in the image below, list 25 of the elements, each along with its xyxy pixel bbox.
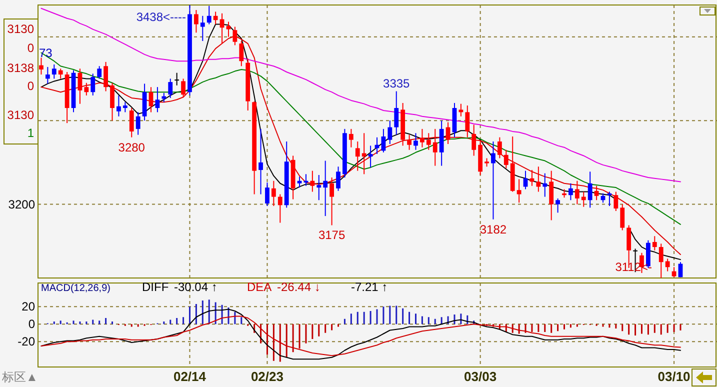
annotation: 3438<---- — [136, 10, 186, 24]
ref-line-label: 3200 — [8, 197, 36, 212]
annotation: 3182 — [480, 222, 507, 236]
text: 3138 — [7, 61, 34, 75]
annotation: -7.21 ↑ — [351, 280, 388, 294]
text: 3130 — [7, 22, 34, 36]
annotation: 3280 — [118, 140, 146, 154]
text: 3130 — [7, 108, 34, 122]
text: 标区▲ — [1, 370, 38, 384]
text: 1 — [27, 126, 34, 140]
series-label: DEA — [247, 280, 272, 294]
annotation: -30.04 ↑ — [174, 280, 218, 294]
x-tick-label: 03/03 — [464, 369, 497, 384]
x-tick-label: 02/14 — [173, 369, 207, 384]
y-tick-label: 20 — [22, 300, 36, 314]
annotation: -26.44 ↓ — [277, 280, 320, 294]
annotation: MACD(12,26,9) — [41, 283, 110, 294]
x-tick-label: 02/23 — [250, 369, 284, 384]
text: DIFF — [142, 280, 169, 294]
annotation: 73 — [39, 46, 53, 60]
annotation: 3175 — [318, 228, 346, 242]
y-tick-label: 0 — [28, 317, 36, 332]
annotation: 3335 — [383, 76, 410, 90]
x-tick-label: 03/10 — [658, 369, 690, 384]
y-tick-label: -20 — [18, 334, 36, 349]
